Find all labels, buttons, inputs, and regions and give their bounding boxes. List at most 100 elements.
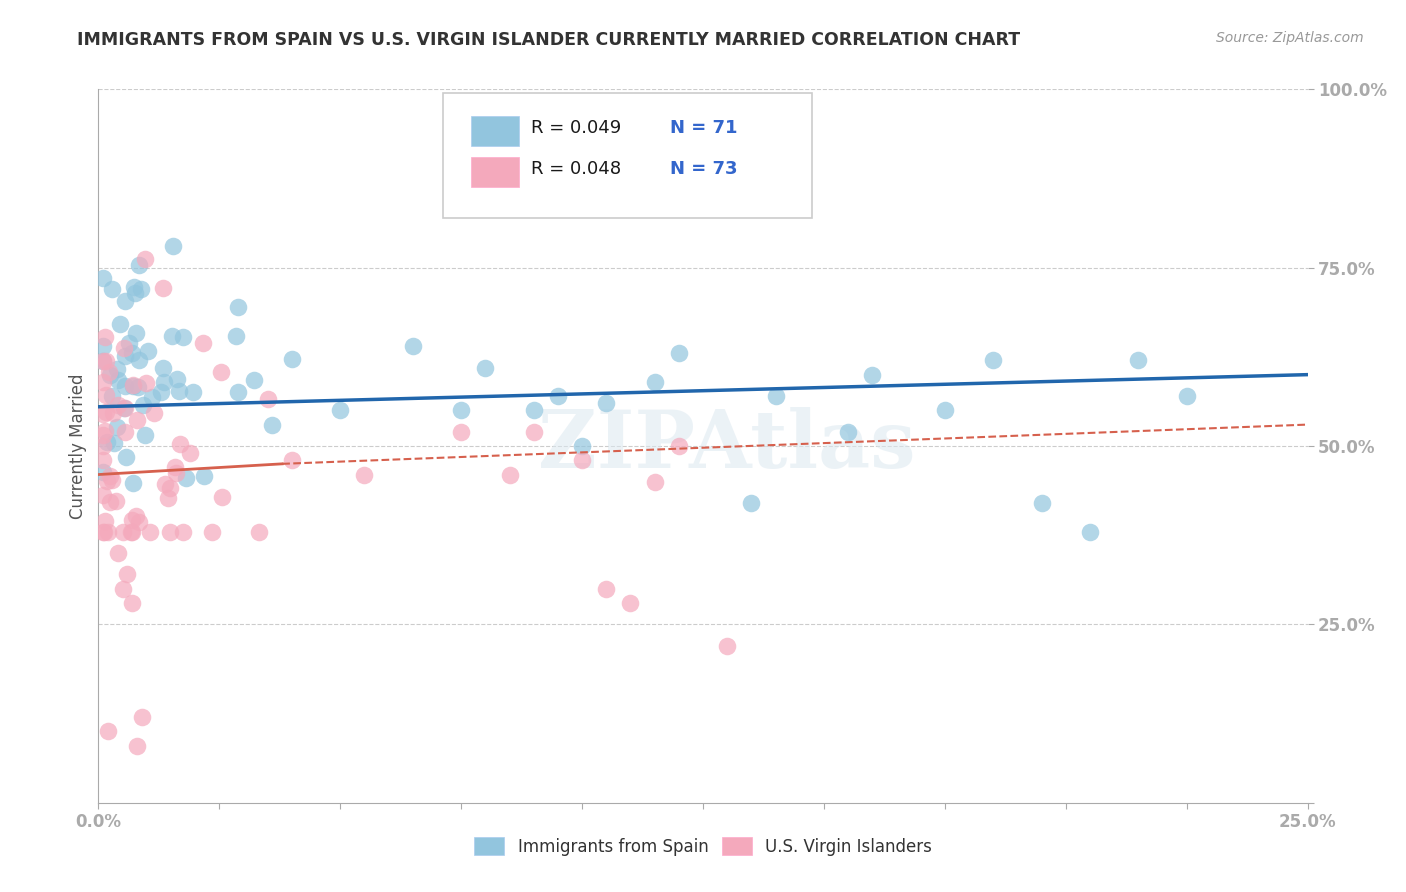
Point bbox=[115, 450, 138, 464]
Point bbox=[619, 596, 641, 610]
Point bbox=[121, 596, 143, 610]
Point bbox=[242, 373, 264, 387]
Point bbox=[131, 282, 153, 296]
Point bbox=[595, 396, 617, 410]
Point bbox=[93, 524, 115, 539]
Point bbox=[450, 425, 472, 439]
Point bbox=[450, 168, 472, 182]
Point bbox=[96, 475, 118, 489]
Point bbox=[156, 491, 179, 506]
Point bbox=[281, 352, 304, 367]
Point bbox=[191, 335, 214, 350]
Point bbox=[201, 524, 224, 539]
Point bbox=[104, 493, 127, 508]
Point bbox=[1031, 496, 1053, 510]
FancyBboxPatch shape bbox=[443, 93, 811, 218]
Point bbox=[96, 354, 118, 368]
Bar bbox=[471, 157, 519, 187]
Point bbox=[96, 435, 118, 450]
Point bbox=[101, 473, 124, 487]
Point bbox=[193, 469, 215, 483]
Point bbox=[262, 418, 284, 433]
Point bbox=[110, 317, 132, 331]
Point bbox=[644, 375, 666, 389]
Point bbox=[105, 420, 128, 434]
Point bbox=[153, 477, 176, 491]
Text: R = 0.048: R = 0.048 bbox=[531, 161, 621, 178]
Point bbox=[111, 582, 134, 596]
Text: ZIPAtlas: ZIPAtlas bbox=[538, 407, 915, 485]
Point bbox=[101, 406, 124, 420]
Point bbox=[139, 524, 162, 539]
Point bbox=[107, 373, 129, 387]
Point bbox=[1078, 524, 1101, 539]
Point bbox=[122, 378, 145, 392]
Point bbox=[98, 365, 121, 379]
Text: IMMIGRANTS FROM SPAIN VS U.S. VIRGIN ISLANDER CURRENTLY MARRIED CORRELATION CHAR: IMMIGRANTS FROM SPAIN VS U.S. VIRGIN ISL… bbox=[77, 31, 1021, 49]
Point bbox=[152, 361, 174, 376]
Point bbox=[159, 524, 181, 539]
Point bbox=[716, 639, 738, 653]
Point bbox=[100, 495, 122, 509]
Point bbox=[98, 368, 121, 383]
Point bbox=[114, 293, 136, 308]
Point bbox=[122, 379, 145, 393]
Point bbox=[132, 398, 155, 412]
Point bbox=[112, 401, 135, 416]
Point bbox=[981, 353, 1004, 368]
Point bbox=[523, 425, 546, 439]
Point bbox=[934, 403, 956, 417]
Point bbox=[91, 407, 114, 421]
Point bbox=[149, 384, 172, 399]
Point bbox=[91, 465, 114, 479]
Point bbox=[91, 524, 114, 539]
Point bbox=[100, 282, 122, 296]
Point bbox=[167, 384, 190, 398]
Point bbox=[165, 466, 187, 480]
Point bbox=[114, 425, 136, 439]
Point bbox=[571, 453, 593, 467]
Point bbox=[226, 384, 249, 399]
Point bbox=[247, 524, 270, 539]
Point bbox=[166, 372, 188, 386]
Point bbox=[668, 346, 690, 360]
Point bbox=[128, 259, 150, 273]
Point bbox=[127, 413, 149, 427]
Point bbox=[124, 285, 146, 300]
Point bbox=[114, 401, 136, 415]
Point bbox=[103, 435, 125, 450]
Point bbox=[523, 403, 546, 417]
Point bbox=[93, 330, 115, 344]
Point bbox=[160, 329, 183, 343]
Point bbox=[329, 403, 352, 417]
Point bbox=[124, 508, 146, 523]
Point bbox=[165, 460, 187, 475]
Point bbox=[101, 389, 124, 403]
Point bbox=[159, 481, 181, 495]
Point bbox=[153, 375, 176, 389]
Point bbox=[112, 341, 135, 355]
Point bbox=[134, 427, 156, 442]
Point bbox=[547, 389, 569, 403]
Point bbox=[120, 524, 142, 539]
Point bbox=[837, 425, 859, 439]
Point bbox=[172, 330, 194, 344]
Point bbox=[450, 403, 472, 417]
Point bbox=[595, 582, 617, 596]
Point bbox=[127, 739, 149, 753]
Point bbox=[141, 390, 163, 404]
Point bbox=[121, 524, 143, 539]
Point bbox=[122, 476, 145, 491]
Point bbox=[91, 488, 114, 502]
Point bbox=[114, 378, 136, 392]
Point bbox=[668, 439, 690, 453]
Point bbox=[179, 446, 201, 460]
Point bbox=[353, 467, 375, 482]
Point bbox=[281, 453, 304, 467]
Point bbox=[91, 427, 114, 442]
Point bbox=[134, 252, 156, 267]
Point bbox=[114, 349, 136, 363]
Point bbox=[181, 385, 204, 400]
Point bbox=[211, 490, 233, 504]
Text: N = 71: N = 71 bbox=[671, 120, 738, 137]
